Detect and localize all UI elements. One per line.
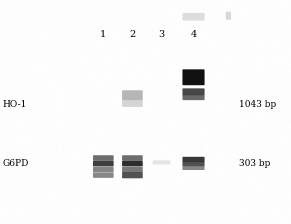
FancyBboxPatch shape xyxy=(93,172,113,178)
Text: 2: 2 xyxy=(129,30,136,39)
FancyBboxPatch shape xyxy=(122,167,143,172)
Text: HO-1: HO-1 xyxy=(3,100,27,109)
FancyBboxPatch shape xyxy=(122,155,143,161)
FancyBboxPatch shape xyxy=(182,13,205,21)
FancyBboxPatch shape xyxy=(182,157,205,162)
Text: G6PD: G6PD xyxy=(3,159,29,168)
FancyBboxPatch shape xyxy=(122,161,143,166)
Text: 1: 1 xyxy=(100,30,107,39)
FancyBboxPatch shape xyxy=(122,172,143,178)
FancyBboxPatch shape xyxy=(182,162,205,166)
Text: 4: 4 xyxy=(190,30,197,39)
FancyBboxPatch shape xyxy=(182,69,205,85)
Text: 1043 bp: 1043 bp xyxy=(239,100,276,109)
FancyBboxPatch shape xyxy=(93,167,113,172)
FancyBboxPatch shape xyxy=(152,160,171,164)
Text: 3: 3 xyxy=(158,30,165,39)
FancyBboxPatch shape xyxy=(182,95,205,100)
FancyBboxPatch shape xyxy=(182,166,205,170)
FancyBboxPatch shape xyxy=(122,90,143,100)
Text: 303 bp: 303 bp xyxy=(239,159,270,168)
FancyBboxPatch shape xyxy=(93,155,113,161)
FancyBboxPatch shape xyxy=(93,161,113,166)
FancyBboxPatch shape xyxy=(226,12,231,20)
FancyBboxPatch shape xyxy=(182,88,205,95)
FancyBboxPatch shape xyxy=(122,100,143,107)
